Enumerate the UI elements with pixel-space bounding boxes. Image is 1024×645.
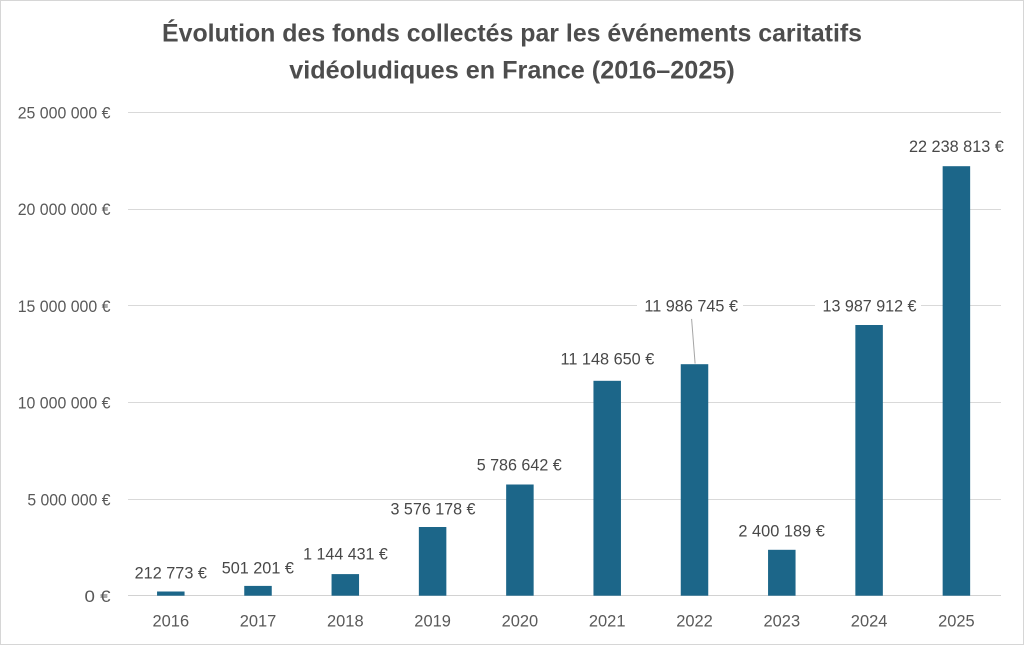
svg-text:2023: 2023	[764, 611, 801, 630]
svg-text:25 000 000 €: 25 000 000 €	[18, 104, 111, 123]
svg-text:2021: 2021	[589, 611, 626, 630]
svg-text:5 786 642 €: 5 786 642 €	[477, 456, 563, 475]
svg-text:10 000 000 €: 10 000 000 €	[18, 394, 111, 413]
svg-text:2 400 189 €: 2 400 189 €	[738, 522, 825, 541]
svg-text:2025: 2025	[938, 611, 975, 630]
svg-text:11 148 650 €: 11 148 650 €	[561, 350, 655, 369]
svg-text:0 €: 0 €	[85, 587, 112, 606]
svg-text:vidéoludiques en France (2016–: vidéoludiques en France (2016–2025)	[289, 56, 735, 84]
svg-text:22 238 813 €: 22 238 813 €	[909, 137, 1004, 156]
svg-text:15 000 000 €: 15 000 000 €	[18, 297, 111, 316]
svg-text:2024: 2024	[851, 611, 888, 630]
svg-text:Évolution des fonds collectés: Évolution des fonds collectés par les év…	[162, 18, 862, 47]
svg-text:2019: 2019	[414, 611, 451, 630]
svg-text:5 000 000 €: 5 000 000 €	[27, 490, 111, 509]
svg-text:2022: 2022	[676, 611, 713, 630]
svg-text:2020: 2020	[502, 611, 539, 630]
svg-text:11 986 745 €: 11 986 745 €	[644, 297, 738, 316]
svg-text:501 201 €: 501 201 €	[222, 559, 295, 578]
svg-text:2017: 2017	[240, 611, 277, 630]
svg-text:2018: 2018	[327, 611, 364, 630]
svg-text:1 144 431 €: 1 144 431 €	[303, 545, 388, 564]
svg-text:2016: 2016	[153, 611, 190, 630]
svg-text:20 000 000 €: 20 000 000 €	[18, 200, 111, 219]
svg-text:13 987 912 €: 13 987 912 €	[823, 296, 918, 315]
svg-text:3 576 178 €: 3 576 178 €	[391, 499, 477, 518]
svg-text:212 773 €: 212 773 €	[135, 563, 208, 582]
